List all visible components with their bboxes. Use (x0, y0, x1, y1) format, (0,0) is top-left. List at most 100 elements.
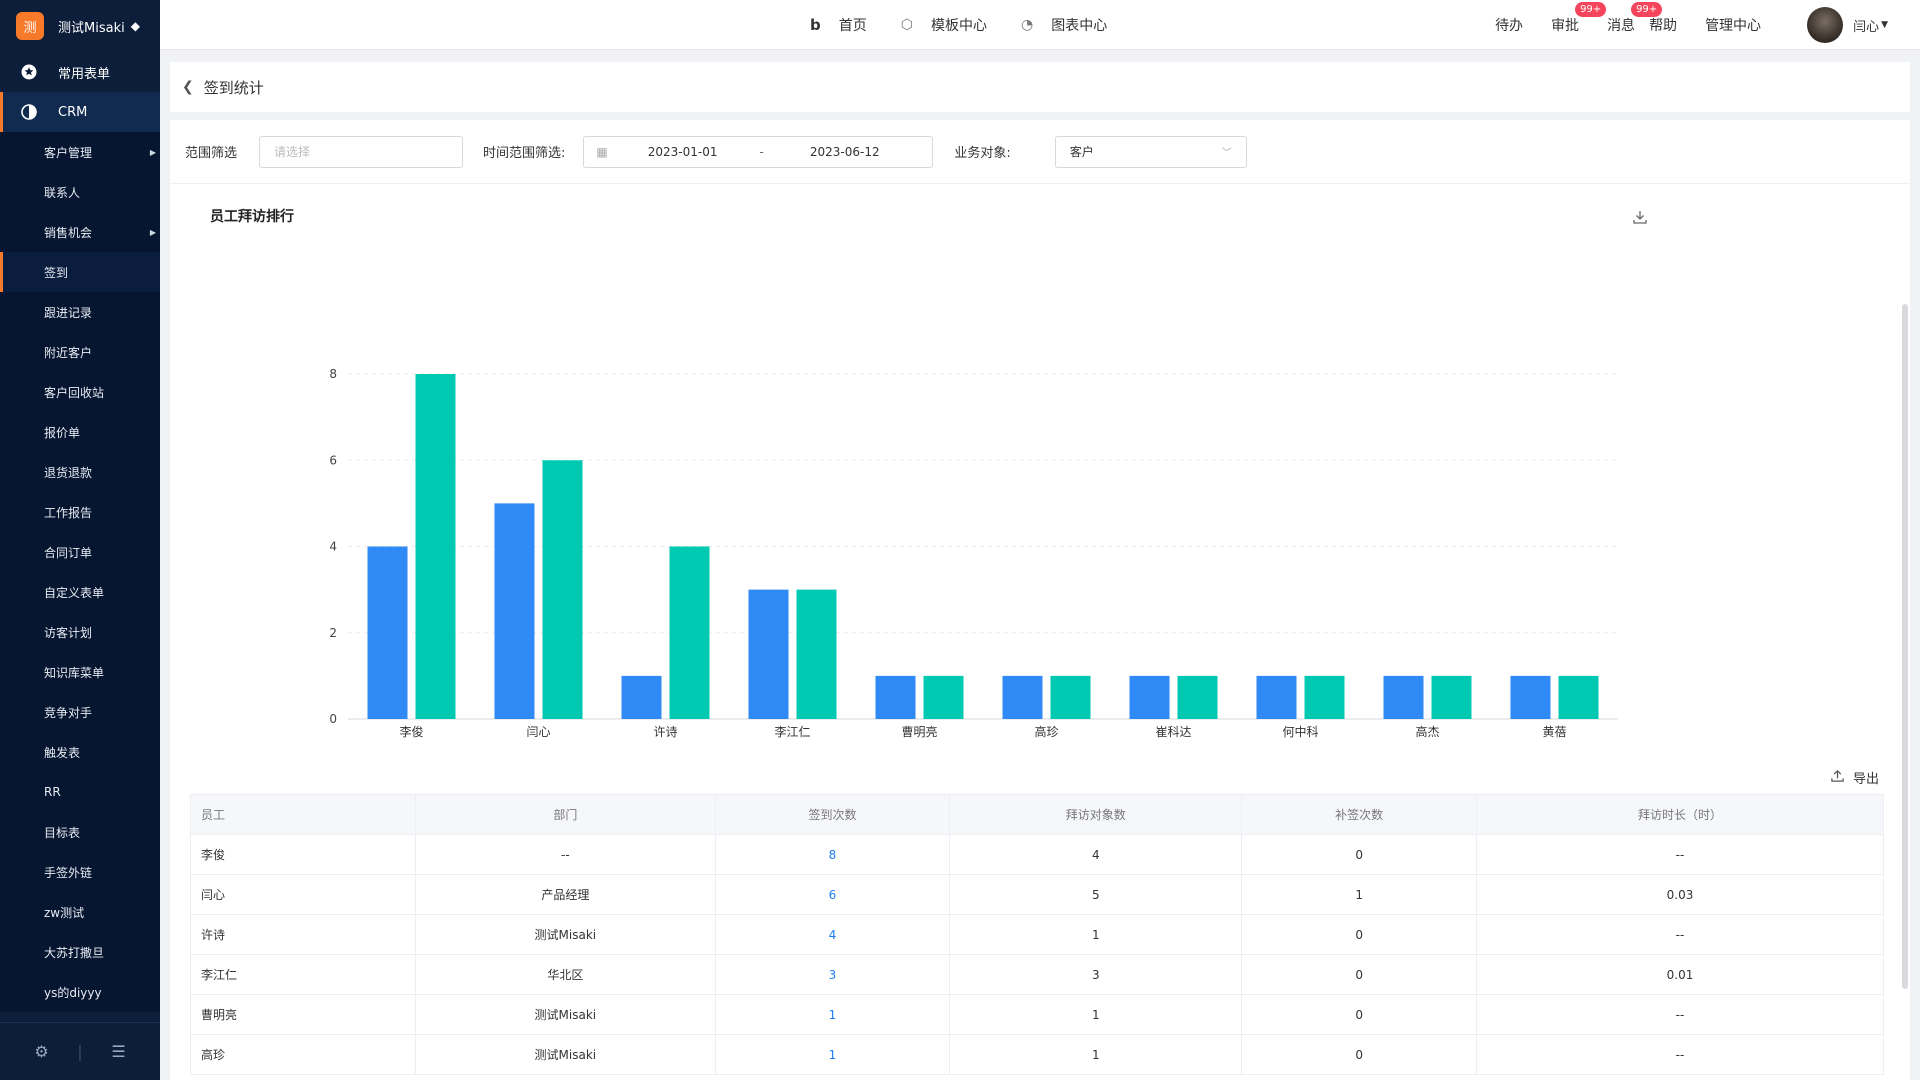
chevron-down-icon: ﹀ (1221, 148, 1232, 159)
bar-visit-objects (1383, 675, 1424, 719)
chart-icon: ◔ (1020, 17, 1034, 33)
checkin-count-link[interactable]: 6 (714, 874, 951, 915)
sidebar-subitem-label: RR (44, 785, 61, 799)
sidebar-subitem-label: 附近客户 (44, 345, 93, 360)
date-start[interactable]: 2023-01-01 (647, 144, 718, 159)
sidebar-subitem-label: 大苏打撒旦 (44, 945, 105, 960)
sidebar-subitem[interactable]: ys的diyyy (0, 972, 160, 1012)
help-link[interactable]: 帮助 (1649, 18, 1678, 34)
sidebar-subitem[interactable]: 触发表 (0, 732, 160, 772)
collapse-menu-icon[interactable]: ☰ (111, 1042, 126, 1061)
bar-chart: 02468李俊闫心许诗李江仁曹明亮高珍崔科达何中科高杰黄蓓拜访对象数签到次数 (329, 367, 1618, 739)
sidebar-subitem[interactable]: 报价单 (0, 412, 160, 452)
date-end[interactable]: 2023-06-12 (809, 144, 880, 159)
bar-visit-objects (1129, 675, 1170, 719)
table-row: 李江仁 华北区 3 3 0 0.01 (189, 954, 1885, 995)
sidebar-subitem[interactable]: 目标表 (0, 812, 160, 852)
sidebar-item-common-forms[interactable]: 常用表单 (0, 52, 160, 92)
bar-visit-objects (748, 589, 789, 719)
scope-filter-input[interactable]: 请选择 (259, 135, 464, 168)
sidebar-subitem[interactable]: 手签外链 (0, 852, 160, 892)
sidebar-subitem[interactable]: 自定义表单 (0, 572, 160, 612)
export-label: 导出 (1853, 772, 1880, 787)
sidebar-subitem-label: 触发表 (44, 745, 81, 760)
column-header[interactable]: 补签次数 (1241, 794, 1477, 835)
table-cell: 0.01 (1475, 954, 1885, 995)
object-select[interactable]: 客户 ﹀ (1054, 135, 1247, 168)
avatar (1807, 7, 1844, 43)
nav-chart-center[interactable]: ◔ 图表中心 (1021, 15, 1107, 35)
checkin-count-link[interactable]: 1 (714, 994, 951, 1035)
table-cell: 4 (949, 834, 1243, 875)
bar-checkins (669, 546, 710, 719)
sidebar-subitem[interactable]: 联系人 (0, 172, 160, 212)
checkin-count-link[interactable]: 8 (714, 834, 951, 875)
checkin-count-link[interactable]: 1 (714, 1034, 951, 1075)
back-icon[interactable]: ❮ (182, 79, 194, 95)
table-cell: 0 (1241, 954, 1477, 995)
column-header[interactable]: 拜访对象数 (949, 794, 1243, 835)
table-cell: 李俊 (189, 834, 417, 875)
settings-icon[interactable]: ⚙ (34, 1042, 49, 1061)
sidebar-subitem-label: 跟进记录 (44, 305, 93, 320)
sidebar-subitem[interactable]: 附近客户 (0, 332, 160, 372)
user-name: 闫心 (1853, 19, 1880, 35)
sidebar-subitem[interactable]: 访客计划 (0, 612, 160, 652)
checkin-count-link[interactable]: 3 (714, 954, 951, 995)
message-link[interactable]: 消息 99+ (1607, 2, 1663, 35)
scrollbar[interactable] (1902, 304, 1908, 989)
sidebar-subitem[interactable]: 退货退款 (0, 452, 160, 492)
star-icon (20, 63, 38, 81)
pie-icon (20, 103, 38, 121)
table-cell: 1 (949, 1034, 1243, 1075)
approve-link[interactable]: 审批 99+ (1551, 2, 1607, 35)
table-cell: -- (1475, 994, 1885, 1035)
table-row: 李俊 -- 8 4 0 -- (189, 834, 1885, 875)
sidebar-item-label: 常用表单 (58, 66, 111, 82)
scope-filter-label: 范围筛选 (185, 146, 238, 161)
table-cell: 闫心 (189, 874, 417, 915)
sidebar-item-crm[interactable]: CRM (0, 92, 160, 132)
sidebar-subitem[interactable]: 签到 (0, 252, 160, 292)
column-header[interactable]: 员工 (189, 794, 417, 835)
nav-home[interactable]: b 首页 (810, 15, 867, 35)
message-badge: 99+ (1631, 2, 1663, 17)
sidebar-subitem[interactable]: RR (0, 772, 160, 812)
x-tick-label: 李江仁 (774, 724, 810, 739)
sidebar-subitem[interactable]: 跟进记录 (0, 292, 160, 332)
sidebar-subitem[interactable]: 大苏打撒旦 (0, 932, 160, 972)
sidebar-subitem-label: 联系人 (44, 185, 81, 200)
sidebar-subitem-label: 访客计划 (44, 625, 93, 640)
bar-checkins (796, 589, 837, 719)
checkin-count-link[interactable]: 4 (714, 914, 951, 955)
table-cell: -- (1475, 914, 1885, 955)
sidebar-subitem-label: 客户管理 (44, 145, 93, 160)
table-cell: 李江仁 (189, 954, 417, 995)
sidebar-subitem-label: 销售机会 (44, 225, 93, 240)
column-header[interactable]: 签到次数 (714, 794, 951, 835)
table-cell: 0 (1241, 834, 1477, 875)
user-menu[interactable]: 闫心 ▼ (1807, 7, 1888, 43)
brand[interactable]: 测 测试Misaki ◆ (0, 0, 160, 52)
bar-checkins (542, 460, 583, 719)
y-tick-label: 4 (329, 540, 337, 554)
nav-template-center[interactable]: ⬡ 模板中心 (901, 15, 987, 35)
sidebar-subitem-label: 退货退款 (44, 465, 93, 480)
todo-link[interactable]: 待办 (1495, 18, 1524, 34)
export-button[interactable]: 导出 (1830, 768, 1879, 787)
sidebar-subitem[interactable]: 合同订单 (0, 532, 160, 572)
sidebar-subitem[interactable]: zw测试 (0, 892, 160, 932)
sidebar-subitem[interactable]: 客户管理 ▶ (0, 132, 160, 172)
admin-center-link[interactable]: 管理中心 (1705, 18, 1762, 34)
sidebar-subitem[interactable]: 销售机会 ▶ (0, 212, 160, 252)
sidebar-subitem[interactable]: 客户回收站 (0, 372, 160, 412)
download-icon[interactable] (1632, 209, 1648, 229)
column-header[interactable]: 部门 (415, 794, 716, 835)
date-range-picker[interactable]: ▦ 2023-01-01 - 2023-06-12 (583, 135, 934, 168)
table-cell: 0.03 (1475, 874, 1885, 915)
sidebar-subitem[interactable]: 工作报告 (0, 492, 160, 532)
y-tick-label: 2 (329, 626, 337, 640)
column-header[interactable]: 拜访时长（时） (1475, 794, 1885, 835)
sidebar-subitem[interactable]: 竞争对手 (0, 692, 160, 732)
sidebar-subitem[interactable]: 知识库菜单 (0, 652, 160, 692)
